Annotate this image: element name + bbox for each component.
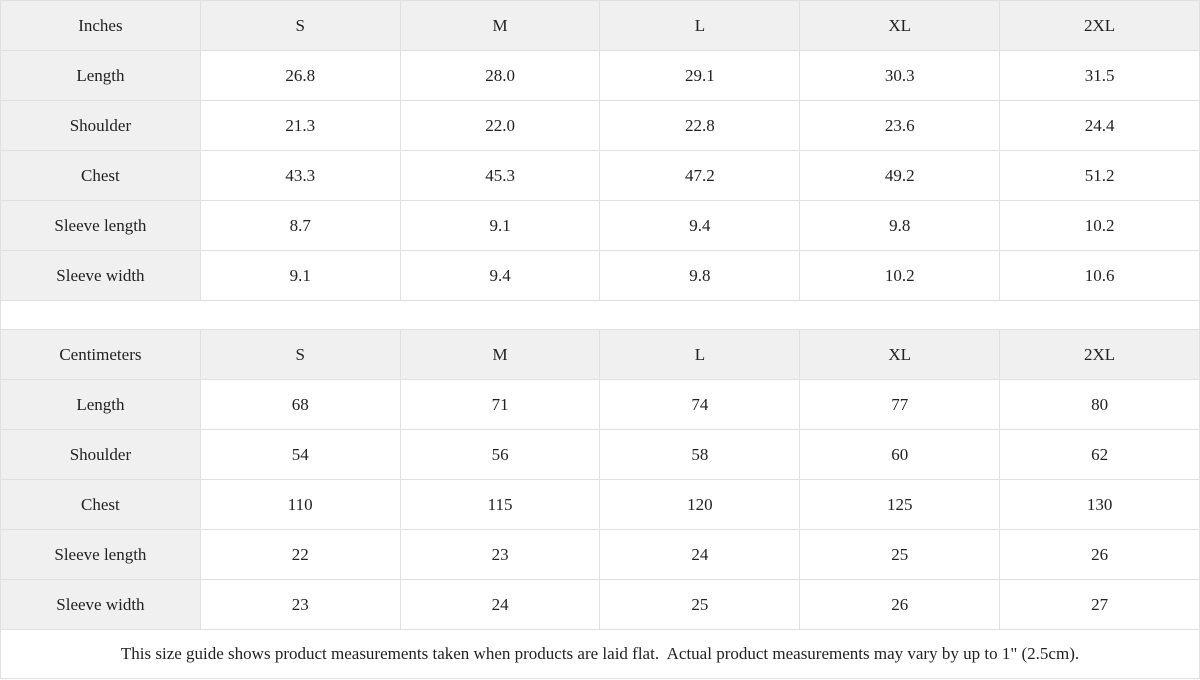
value-cell: 27 — [999, 579, 1200, 630]
value-cell: 28.0 — [399, 50, 601, 101]
row-label-cell: Sleeve width — [0, 579, 201, 630]
value-cell: 51.2 — [999, 150, 1200, 201]
value-cell: 43.3 — [199, 150, 401, 201]
value-cell: 110 — [199, 479, 401, 530]
value-cell: 115 — [399, 479, 601, 530]
value-cell: 74 — [599, 379, 801, 430]
centimeters-table: Centimeters S M L XL 2XL Length 68 71 74 77 80 Shoul… — [0, 329, 1200, 630]
inches-table: Inches S M L XL 2XL Length 26.8 28.0 29.1 30.3 31.5… — [0, 0, 1200, 301]
value-cell: 24 — [599, 529, 801, 580]
size-header-cell: S — [199, 0, 401, 51]
value-cell: 9.8 — [799, 200, 1001, 251]
value-cell: 9.4 — [399, 250, 601, 301]
header-row: Centimeters S M L XL 2XL — [0, 329, 1200, 380]
value-cell: 23.6 — [799, 100, 1001, 151]
value-cell: 62 — [999, 429, 1200, 480]
value-cell: 23 — [199, 579, 401, 630]
value-cell: 125 — [799, 479, 1001, 530]
value-cell: 9.8 — [599, 250, 801, 301]
footer-note: This size guide shows product measuremen… — [0, 630, 1200, 679]
size-header-cell: 2XL — [999, 0, 1200, 51]
value-cell: 71 — [399, 379, 601, 430]
value-cell: 10.2 — [799, 250, 1001, 301]
value-cell: 10.2 — [999, 200, 1200, 251]
row-label-cell: Sleeve width — [0, 250, 201, 301]
unit-label-cell: Centimeters — [0, 329, 201, 380]
measurement-row: Sleeve width 9.1 9.4 9.8 10.2 10.6 — [0, 250, 1200, 301]
value-cell: 54 — [199, 429, 401, 480]
value-cell: 22.8 — [599, 100, 801, 151]
value-cell: 24 — [399, 579, 601, 630]
value-cell: 10.6 — [999, 250, 1200, 301]
measurement-row: Length 26.8 28.0 29.1 30.3 31.5 — [0, 50, 1200, 101]
row-label-cell: Shoulder — [0, 100, 201, 151]
row-label-cell: Chest — [0, 479, 201, 530]
size-header-cell: XL — [799, 329, 1001, 380]
size-header-cell: M — [399, 0, 601, 51]
table-spacer — [0, 301, 1200, 329]
header-row: Inches S M L XL 2XL — [0, 0, 1200, 51]
size-header-cell: S — [199, 329, 401, 380]
value-cell: 60 — [799, 429, 1001, 480]
measurement-row: Chest 110 115 120 125 130 — [0, 479, 1200, 530]
size-header-cell: L — [599, 0, 801, 51]
measurement-row: Sleeve width 23 24 25 26 27 — [0, 579, 1200, 630]
value-cell: 24.4 — [999, 100, 1200, 151]
measurement-row: Length 68 71 74 77 80 — [0, 379, 1200, 430]
row-label-cell: Length — [0, 50, 201, 101]
value-cell: 49.2 — [799, 150, 1001, 201]
value-cell: 26 — [799, 579, 1001, 630]
row-label-cell: Chest — [0, 150, 201, 201]
value-cell: 25 — [799, 529, 1001, 580]
value-cell: 22.0 — [399, 100, 601, 151]
value-cell: 21.3 — [199, 100, 401, 151]
value-cell: 77 — [799, 379, 1001, 430]
value-cell: 56 — [399, 429, 601, 480]
value-cell: 9.4 — [599, 200, 801, 251]
value-cell: 22 — [199, 529, 401, 580]
size-header-cell: M — [399, 329, 601, 380]
value-cell: 120 — [599, 479, 801, 530]
value-cell: 26.8 — [199, 50, 401, 101]
value-cell: 130 — [999, 479, 1200, 530]
unit-label-cell: Inches — [0, 0, 201, 51]
row-label-cell: Sleeve length — [0, 529, 201, 580]
size-header-cell: 2XL — [999, 329, 1200, 380]
row-label-cell: Shoulder — [0, 429, 201, 480]
value-cell: 9.1 — [199, 250, 401, 301]
value-cell: 30.3 — [799, 50, 1001, 101]
measurement-row: Shoulder 21.3 22.0 22.8 23.6 24.4 — [0, 100, 1200, 151]
value-cell: 8.7 — [199, 200, 401, 251]
measurement-row: Shoulder 54 56 58 60 62 — [0, 429, 1200, 480]
value-cell: 68 — [199, 379, 401, 430]
value-cell: 29.1 — [599, 50, 801, 101]
size-header-cell: XL — [799, 0, 1001, 51]
value-cell: 80 — [999, 379, 1200, 430]
measurement-row: Sleeve length 22 23 24 25 26 — [0, 529, 1200, 580]
measurement-row: Chest 43.3 45.3 47.2 49.2 51.2 — [0, 150, 1200, 201]
value-cell: 45.3 — [399, 150, 601, 201]
measurement-row: Sleeve length 8.7 9.1 9.4 9.8 10.2 — [0, 200, 1200, 251]
value-cell: 9.1 — [399, 200, 601, 251]
value-cell: 47.2 — [599, 150, 801, 201]
value-cell: 58 — [599, 429, 801, 480]
size-header-cell: L — [599, 329, 801, 380]
value-cell: 31.5 — [999, 50, 1200, 101]
value-cell: 23 — [399, 529, 601, 580]
row-label-cell: Length — [0, 379, 201, 430]
value-cell: 26 — [999, 529, 1200, 580]
value-cell: 25 — [599, 579, 801, 630]
row-label-cell: Sleeve length — [0, 200, 201, 251]
